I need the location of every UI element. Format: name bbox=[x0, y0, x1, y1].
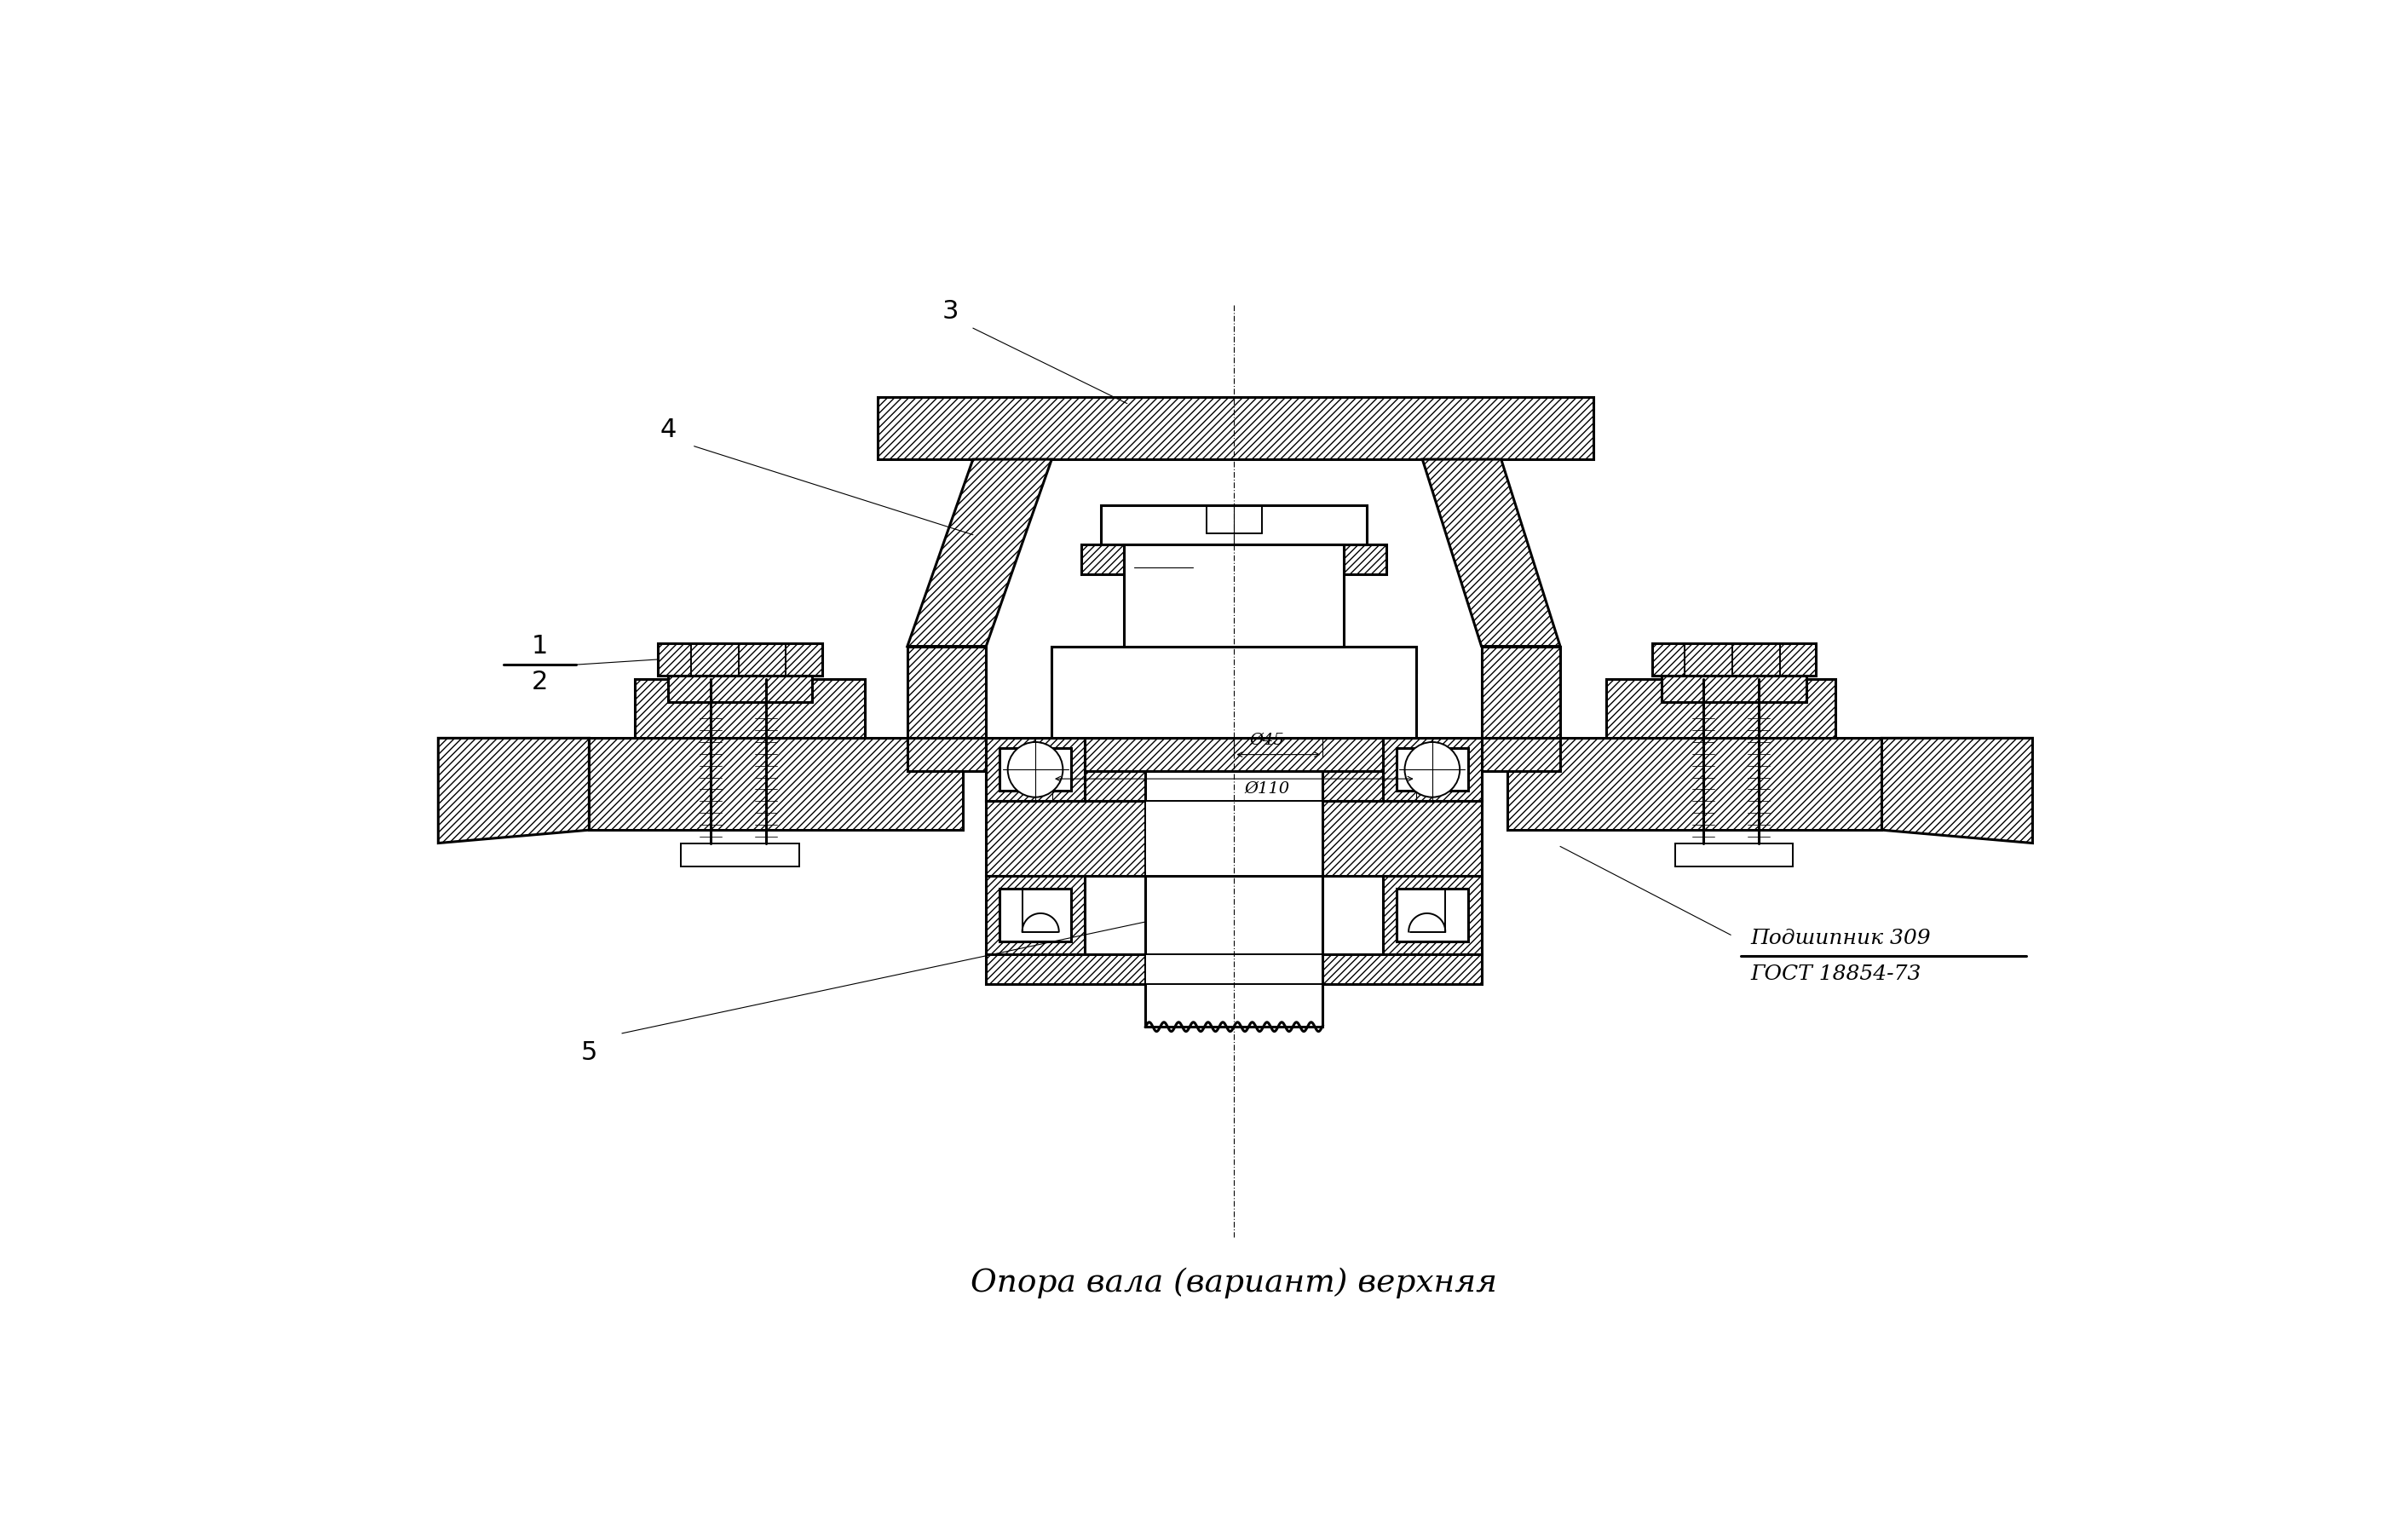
Polygon shape bbox=[681, 844, 799, 865]
Polygon shape bbox=[1423, 460, 1560, 646]
Text: Ø45: Ø45 bbox=[1250, 733, 1283, 749]
Polygon shape bbox=[1100, 506, 1368, 544]
Polygon shape bbox=[1881, 738, 2032, 844]
Polygon shape bbox=[1084, 738, 1382, 772]
Polygon shape bbox=[1662, 676, 1806, 702]
Polygon shape bbox=[1146, 876, 1322, 1027]
Polygon shape bbox=[1507, 738, 1881, 830]
Text: ГОСТ 18854-73: ГОСТ 18854-73 bbox=[1751, 965, 1922, 984]
Polygon shape bbox=[908, 460, 1052, 646]
Polygon shape bbox=[1146, 954, 1322, 984]
Polygon shape bbox=[1052, 646, 1146, 673]
Text: Ø110: Ø110 bbox=[1245, 781, 1291, 796]
Polygon shape bbox=[987, 772, 1481, 801]
Text: 2: 2 bbox=[532, 670, 549, 695]
Polygon shape bbox=[1481, 738, 1560, 772]
Polygon shape bbox=[1322, 646, 1416, 673]
Polygon shape bbox=[999, 749, 1072, 790]
Polygon shape bbox=[999, 888, 1072, 942]
Polygon shape bbox=[1081, 544, 1125, 575]
Polygon shape bbox=[879, 397, 1594, 460]
Polygon shape bbox=[1397, 749, 1469, 790]
Text: Опора вала (вариант) верхняя: Опора вала (вариант) верхняя bbox=[970, 1266, 1498, 1299]
Text: 3: 3 bbox=[942, 300, 958, 324]
Polygon shape bbox=[1606, 679, 1835, 738]
Text: 4: 4 bbox=[660, 418, 677, 443]
Polygon shape bbox=[1344, 544, 1387, 575]
Polygon shape bbox=[636, 679, 864, 738]
Polygon shape bbox=[1652, 642, 1816, 676]
Polygon shape bbox=[1146, 772, 1322, 876]
Polygon shape bbox=[1481, 646, 1560, 738]
Polygon shape bbox=[987, 801, 1481, 876]
Circle shape bbox=[1007, 742, 1062, 798]
Polygon shape bbox=[590, 738, 963, 830]
Polygon shape bbox=[1382, 876, 1481, 954]
Circle shape bbox=[1404, 742, 1459, 798]
Text: Подшипник 309: Подшипник 309 bbox=[1751, 928, 1931, 948]
Polygon shape bbox=[657, 642, 821, 676]
Polygon shape bbox=[908, 646, 987, 738]
Polygon shape bbox=[987, 954, 1481, 984]
Polygon shape bbox=[1125, 544, 1344, 646]
Polygon shape bbox=[667, 676, 811, 702]
Polygon shape bbox=[1397, 888, 1469, 942]
Polygon shape bbox=[1146, 801, 1322, 876]
Polygon shape bbox=[1052, 646, 1416, 738]
Polygon shape bbox=[987, 876, 1084, 954]
Polygon shape bbox=[438, 738, 590, 844]
Text: 1: 1 bbox=[532, 633, 549, 659]
Polygon shape bbox=[1676, 844, 1794, 865]
Text: 5: 5 bbox=[580, 1041, 597, 1065]
Polygon shape bbox=[1382, 738, 1481, 801]
Polygon shape bbox=[908, 738, 987, 772]
Polygon shape bbox=[987, 738, 1084, 801]
